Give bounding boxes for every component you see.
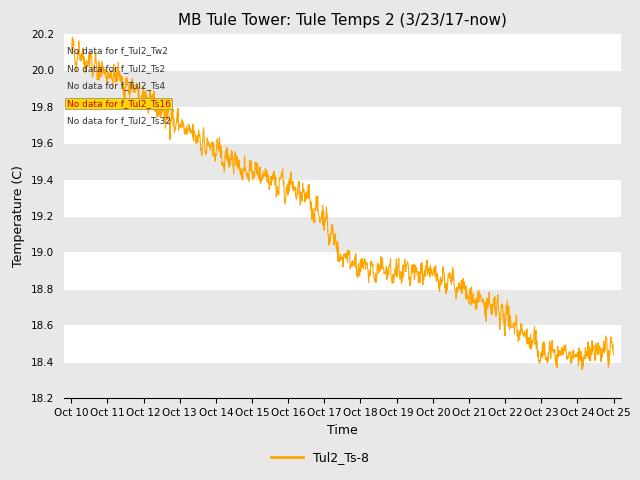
Bar	[64, 180, 621, 216]
Bar	[64, 362, 621, 398]
Bar	[64, 34, 621, 70]
Text: No data for f_Tul2_Ts16: No data for f_Tul2_Ts16	[67, 99, 171, 108]
Bar	[64, 70, 621, 107]
Bar	[64, 325, 621, 362]
Bar	[64, 216, 621, 252]
Bar	[64, 289, 621, 325]
Text: No data for f_Tul2_Ts32: No data for f_Tul2_Ts32	[67, 117, 171, 125]
Bar	[64, 107, 621, 143]
Bar	[64, 252, 621, 289]
Text: No data for f_Tul2_Ts2: No data for f_Tul2_Ts2	[67, 64, 165, 73]
Title: MB Tule Tower: Tule Temps 2 (3/23/17-now): MB Tule Tower: Tule Temps 2 (3/23/17-now…	[178, 13, 507, 28]
Text: No data for f_Tul2_Ts4: No data for f_Tul2_Ts4	[67, 82, 165, 90]
Y-axis label: Temperature (C): Temperature (C)	[12, 165, 26, 267]
X-axis label: Time: Time	[327, 424, 358, 437]
Text: No data for f_Tul2_Tw2: No data for f_Tul2_Tw2	[67, 47, 168, 55]
Legend: Tul2_Ts-8: Tul2_Ts-8	[266, 446, 374, 469]
Bar	[64, 143, 621, 180]
